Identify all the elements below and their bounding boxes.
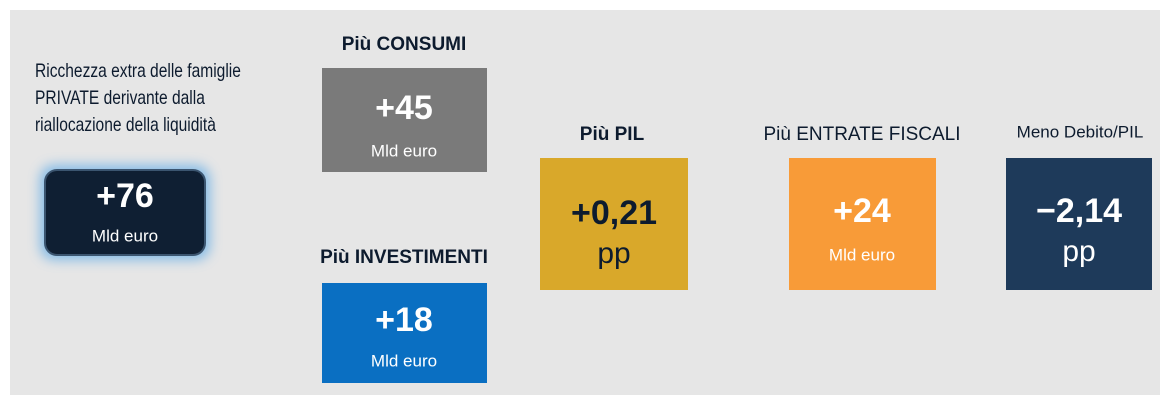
effect-value: −2,14 xyxy=(1036,192,1122,230)
effect-value: +24 xyxy=(833,192,891,230)
intro-line: PRIVATE derivante dalla xyxy=(35,87,205,109)
effect-box xyxy=(322,283,487,383)
effect-title: Più PIL xyxy=(580,124,645,145)
effect-unit: Mld euro xyxy=(829,245,895,264)
effect-unit: pp xyxy=(1062,235,1095,268)
effect-box xyxy=(789,158,936,290)
effect-title: Più ENTRATE FISCALI xyxy=(763,124,960,145)
intro-line: Ricchezza extra delle famiglie xyxy=(35,60,241,82)
effect-box xyxy=(540,158,688,290)
effect-title: Meno Debito/PIL xyxy=(1017,122,1144,141)
source-value: +76 xyxy=(96,177,154,215)
effect-value: +18 xyxy=(375,301,433,339)
intro-line: riallocazione della liquidità xyxy=(35,114,216,136)
effect-unit: Mld euro xyxy=(371,351,437,370)
effect-box xyxy=(322,68,487,172)
effect-title: Più CONSUMI xyxy=(342,34,467,55)
effect-value: +45 xyxy=(375,89,433,127)
effect-box xyxy=(1006,158,1152,290)
effect-value: +0,21 xyxy=(571,194,657,232)
effect-title: Più INVESTIMENTI xyxy=(320,247,488,268)
source-unit: Mld euro xyxy=(92,226,158,245)
source-box xyxy=(44,169,206,256)
effect-unit: Mld euro xyxy=(371,141,437,160)
effect-unit: pp xyxy=(597,237,630,270)
